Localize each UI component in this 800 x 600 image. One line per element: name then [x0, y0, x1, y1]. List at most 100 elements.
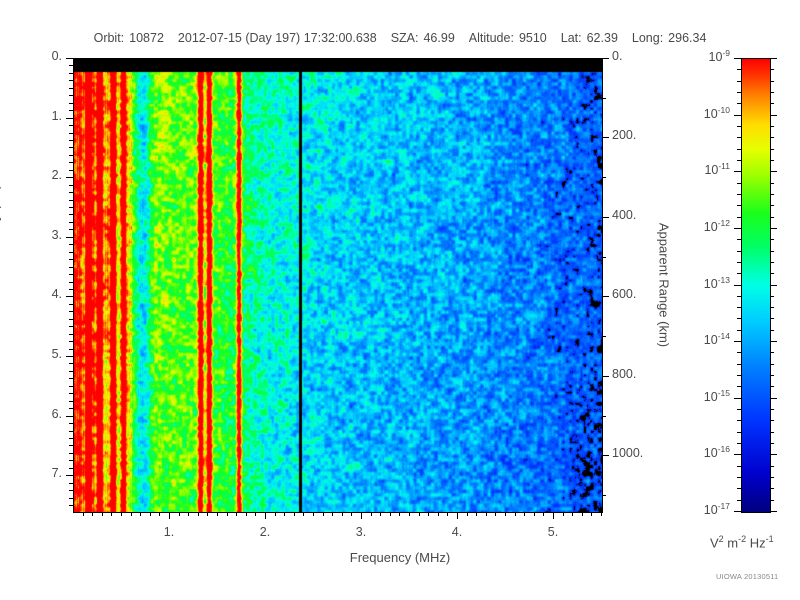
colorbar-tick-label: 10-11: [704, 161, 730, 178]
y-axis-minor-tick: [69, 393, 73, 394]
x-axis-minor-tick: [563, 512, 564, 516]
header-field-3: Altitude: 9510: [469, 31, 547, 45]
colorbar-major-tick-right: [770, 511, 777, 512]
y2-axis-minor-tick: [602, 177, 606, 178]
colorbar-minor-tick-left: [737, 296, 741, 297]
x-axis-tick-label: 1.: [163, 525, 175, 539]
x-axis-minor-tick: [303, 512, 304, 516]
colorbar-minor-tick-right: [770, 92, 774, 93]
y-axis-minor-tick: [69, 282, 73, 283]
y-axis-minor-tick: [69, 80, 73, 81]
colorbar-tick-label: 10-17: [703, 501, 730, 518]
colorbar-minor-tick-left: [737, 488, 741, 489]
colorbar-major-tick-left: [734, 285, 741, 286]
colorbar: [741, 58, 771, 513]
colorbar-tick-label: 10-13: [703, 275, 730, 292]
y2-axis-minor-tick: [602, 495, 606, 496]
colorbar-tick-label: 10-16: [703, 444, 730, 461]
x-axis-minor-tick: [505, 512, 506, 516]
colorbar-minor-tick-right: [770, 296, 774, 297]
y2-axis-major-tick: [602, 217, 609, 218]
header-field-label: Long:: [631, 31, 664, 45]
y-axis-minor-tick: [69, 125, 73, 126]
x-axis-minor-tick: [217, 512, 218, 516]
x-axis-minor-tick: [150, 512, 151, 516]
y2-axis-tick-label: 400.: [612, 208, 637, 222]
colorbar-minor-tick-right: [770, 262, 774, 263]
y-axis-major-tick: [66, 356, 73, 357]
y-axis-major-tick: [66, 177, 73, 178]
colorbar-major-tick-right: [770, 171, 777, 172]
y-axis-minor-tick: [69, 378, 73, 379]
y-axis-minor-tick: [69, 229, 73, 230]
x-axis-minor-tick: [486, 512, 487, 516]
y-axis-minor-tick: [69, 170, 73, 171]
colorbar-minor-tick-left: [737, 307, 741, 308]
colorbar-major-tick-right: [770, 58, 777, 59]
y-axis-major-tick: [66, 237, 73, 238]
colorbar-minor-tick-right: [770, 477, 774, 478]
x-axis-minor-tick: [438, 512, 439, 516]
colorbar-minor-tick-left: [737, 352, 741, 353]
y2-axis-major-tick: [602, 376, 609, 377]
colorbar-major-tick-right: [770, 285, 777, 286]
y-axis-tick-label: 0.: [51, 49, 62, 63]
y-axis-minor-tick: [69, 311, 73, 312]
colorbar-minor-tick-left: [737, 92, 741, 93]
y-axis-minor-tick: [69, 267, 73, 268]
colorbar-major-tick-left: [734, 228, 741, 229]
x-axis-minor-tick: [236, 512, 237, 516]
x-axis-minor-tick: [246, 512, 247, 516]
colorbar-major-tick-right: [770, 228, 777, 229]
x-axis-minor-tick: [284, 512, 285, 516]
y2-axis-minor-tick: [602, 416, 606, 417]
y-axis-minor-tick: [69, 185, 73, 186]
colorbar-units-label: V2 m-2 Hz-1: [710, 534, 774, 551]
colorbar-minor-tick-left: [737, 183, 741, 184]
colorbar-minor-tick-right: [770, 149, 774, 150]
y2-axis-minor-tick: [602, 257, 606, 258]
y2-axis-tick-label: 0.: [612, 49, 623, 63]
colorbar-minor-tick-left: [737, 137, 741, 138]
header-field-5: Long: 296.34: [632, 31, 707, 45]
x-axis-minor-tick: [294, 512, 295, 516]
x-axis-minor-tick: [371, 512, 372, 516]
y2-axis-major-tick: [602, 296, 609, 297]
x-axis-minor-tick: [159, 512, 160, 516]
colorbar-minor-tick-left: [737, 69, 741, 70]
colorbar-minor-tick-left: [737, 81, 741, 82]
x-axis-minor-tick: [313, 512, 314, 516]
colorbar-minor-tick-left: [737, 251, 741, 252]
colorbar-minor-tick-left: [737, 432, 741, 433]
x-axis-minor-tick: [399, 512, 400, 516]
y2-axis-major-tick: [602, 455, 609, 456]
y-axis-minor-tick: [69, 147, 73, 148]
header-field-label: Lat:: [560, 31, 582, 45]
x-axis-minor-tick: [380, 512, 381, 516]
x-axis-minor-tick: [198, 512, 199, 516]
colorbar-minor-tick-right: [770, 432, 774, 433]
x-axis-minor-tick: [207, 512, 208, 516]
x-axis-minor-tick: [601, 512, 602, 516]
colorbar-minor-tick-right: [770, 330, 774, 331]
x-axis-title: Frequency (MHz): [349, 550, 451, 565]
y-axis-major-tick: [66, 475, 73, 476]
header-field-label: Altitude:: [468, 31, 514, 45]
colorbar-major-tick-left: [734, 511, 741, 512]
y-axis-minor-tick: [69, 401, 73, 402]
x-axis-minor-tick: [495, 512, 496, 516]
y-axis-minor-tick: [69, 214, 73, 215]
y2-axis-tick-label: 1000.: [612, 446, 644, 460]
x-axis-minor-tick: [447, 512, 448, 516]
colorbar-minor-tick-right: [770, 420, 774, 421]
x-axis-major-tick: [553, 512, 554, 519]
x-axis-minor-tick: [83, 512, 84, 516]
y-axis-minor-tick: [69, 88, 73, 89]
colorbar-major-tick-right: [770, 454, 777, 455]
colorbar-minor-tick-left: [737, 217, 741, 218]
y-axis-minor-tick: [69, 110, 73, 111]
colorbar-minor-tick-right: [770, 375, 774, 376]
colorbar-minor-tick-left: [737, 409, 741, 410]
credit-label: UIOWA 20130511: [716, 572, 779, 581]
y-axis-minor-tick: [69, 319, 73, 320]
